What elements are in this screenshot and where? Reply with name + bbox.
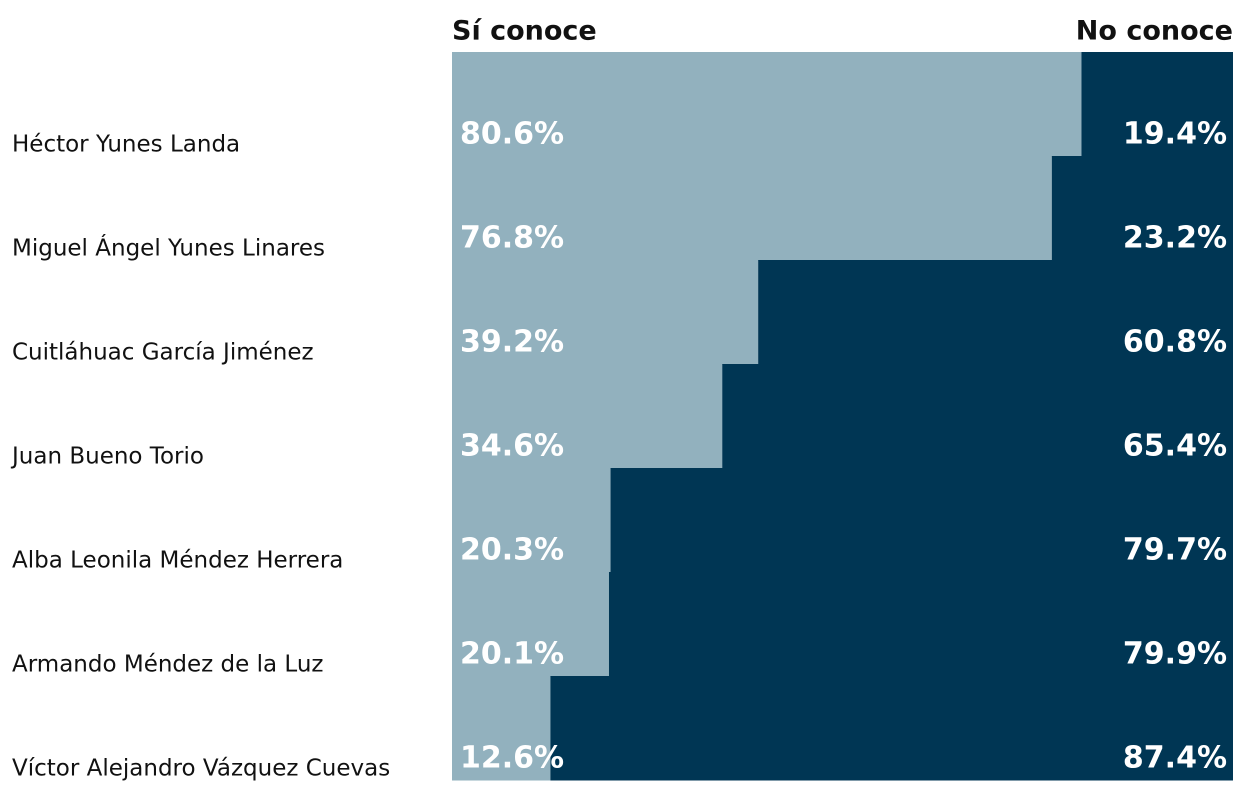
value-label: 79.7% [1123,533,1227,568]
bar-segment [452,364,723,469]
value-label: 79.9% [1123,637,1227,672]
bar-segment [452,572,609,677]
value-label: 12.6% [460,741,564,776]
category-label: Cuitláhuac García Jiménez [12,340,314,366]
bar-segment [452,260,759,365]
category-label: Alba Leonila Méndez Herrera [12,548,343,574]
bar-segment [452,468,611,573]
value-label: 65.4% [1123,429,1227,464]
value-label: 76.8% [460,221,564,256]
bar-segment [1051,156,1233,261]
value-label: 60.8% [1123,325,1227,360]
bar-segment [1081,52,1233,157]
bar-segment [758,260,1233,365]
value-label: 39.2% [460,325,564,360]
legend-label: Sí conoce [452,16,597,47]
category-label: Juan Bueno Torio [10,444,204,470]
value-label: 87.4% [1123,741,1227,776]
bar-segment [550,676,1233,781]
category-label: Víctor Alejandro Vázquez Cuevas [12,756,390,782]
value-label: 19.4% [1123,117,1227,152]
bar-segment [452,676,551,781]
bar-segment [452,156,1052,261]
bar-segment [610,468,1233,573]
value-label: 20.1% [460,637,564,672]
bar-segment [608,572,1233,677]
category-label: Armando Méndez de la Luz [12,652,323,678]
category-label: Héctor Yunes Landa [12,132,240,158]
category-label: Miguel Ángel Yunes Linares [12,234,325,262]
bar-segment [722,364,1233,469]
bar-segment [452,52,1082,157]
value-label: 34.6% [460,429,564,464]
value-label: 20.3% [460,533,564,568]
value-label: 80.6% [460,117,564,152]
value-label: 23.2% [1123,221,1227,256]
legend-label: No conoce [1076,16,1233,47]
